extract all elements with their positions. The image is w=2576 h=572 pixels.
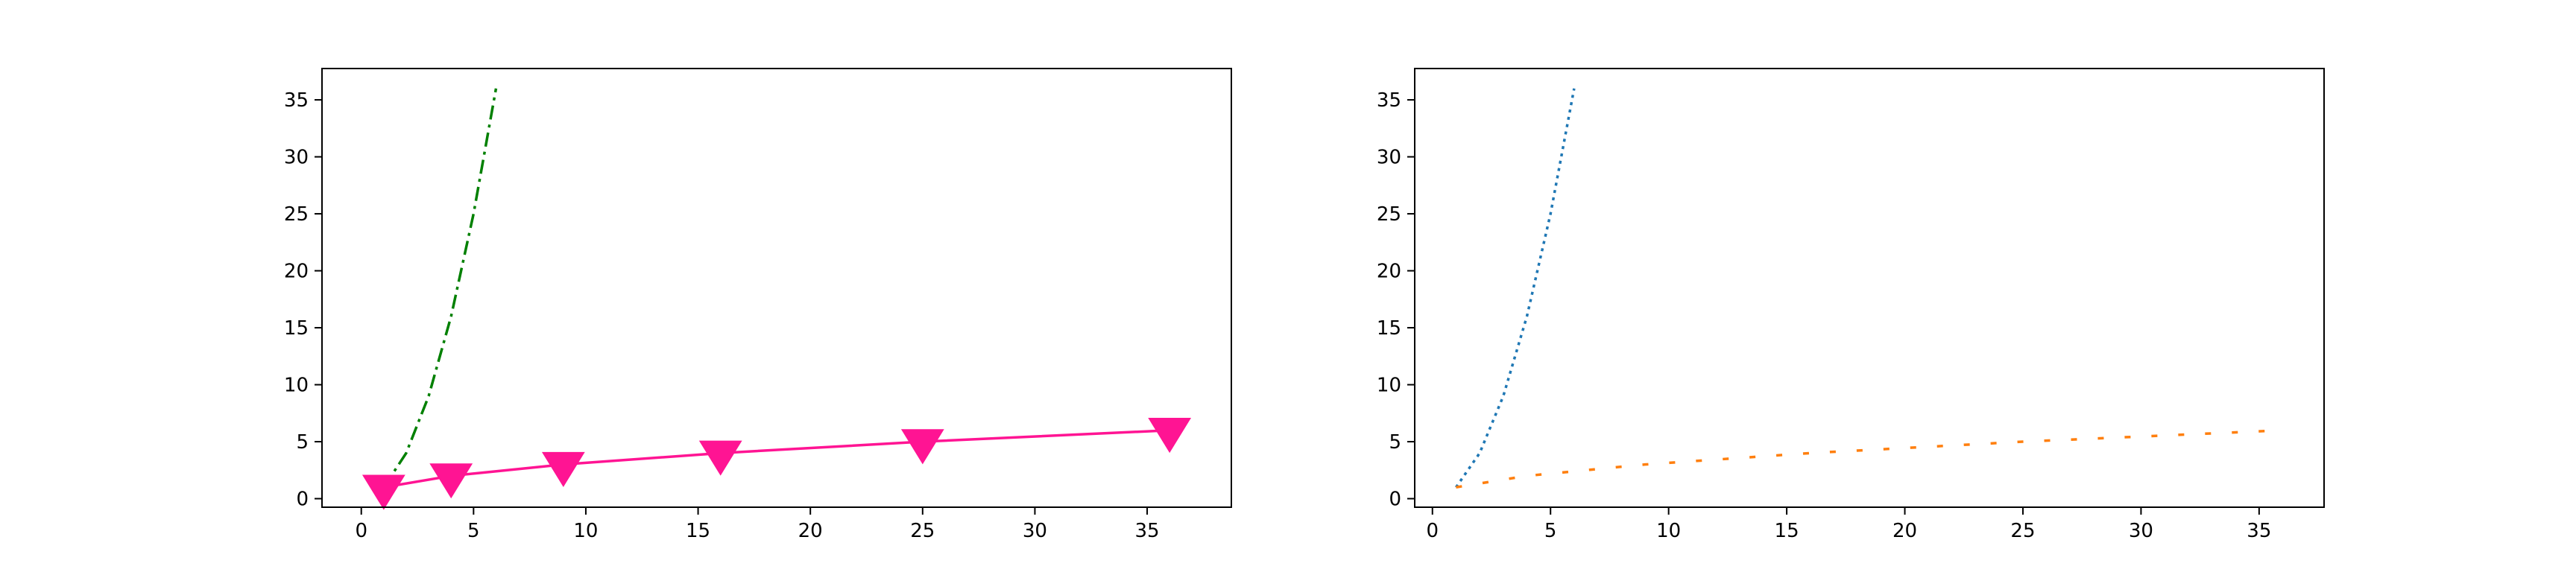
left-axes: 0 5 10 15 20 25 30 35 0 5 10 15 20 25 30 35 [284, 68, 1232, 542]
y-tick-label: 20 [1377, 261, 1401, 283]
x-tick-label: 35 [1134, 520, 1159, 542]
y-tick-label: 35 [1377, 89, 1401, 112]
y-tick-label: 5 [1389, 431, 1401, 454]
axes-frame [321, 68, 1232, 508]
y-tick-label: 30 [1377, 147, 1401, 169]
x-tick-label: 15 [1775, 520, 1799, 542]
y-tick-label: 15 [284, 317, 309, 340]
right-axes: 0 5 10 15 20 25 30 35 0 5 10 15 20 25 30 35 [1377, 68, 2325, 542]
series-1-marker [900, 429, 944, 465]
y-tick-label: 10 [284, 375, 309, 397]
x-tick-label: 30 [2129, 520, 2153, 542]
y-tick-label: 20 [284, 261, 309, 283]
y-tick-label: 25 [284, 203, 309, 226]
x-tick-label: 20 [798, 520, 823, 542]
y-tick-label: 30 [284, 147, 309, 169]
x-tick-label: 15 [686, 520, 710, 542]
x-tick-label: 0 [1426, 520, 1439, 542]
x-tick-label: 20 [1892, 520, 1917, 542]
y-tick-label: 15 [1377, 317, 1401, 340]
series-0-line [382, 88, 498, 489]
series-1-marker [429, 463, 473, 499]
y-tick-label: 0 [296, 489, 309, 511]
series-0-line [1455, 88, 1576, 489]
x-tick-label: 0 [355, 520, 367, 542]
series-1-line [1456, 428, 2283, 489]
series-1-marker [698, 440, 742, 476]
x-tick-label: 30 [1023, 520, 1047, 542]
y-tick-label: 25 [1377, 203, 1401, 226]
x-tick-label: 35 [2247, 520, 2271, 542]
x-tick-label: 10 [1656, 520, 1681, 542]
x-tick-label: 10 [573, 520, 598, 542]
series-1-marker [1148, 417, 1192, 454]
y-tick-label: 0 [1389, 489, 1401, 511]
y-tick-label: 5 [296, 431, 309, 454]
y-tick-label: 10 [1377, 375, 1401, 397]
x-tick-label: 5 [467, 520, 480, 542]
x-tick-label: 25 [910, 520, 935, 542]
x-tick-label: 5 [1544, 520, 1557, 542]
axes-frame [1414, 68, 2325, 508]
y-tick-label: 35 [284, 89, 309, 112]
series-1-marker [362, 474, 405, 510]
x-tick-label: 25 [2010, 520, 2035, 542]
series-1-marker [541, 451, 585, 487]
